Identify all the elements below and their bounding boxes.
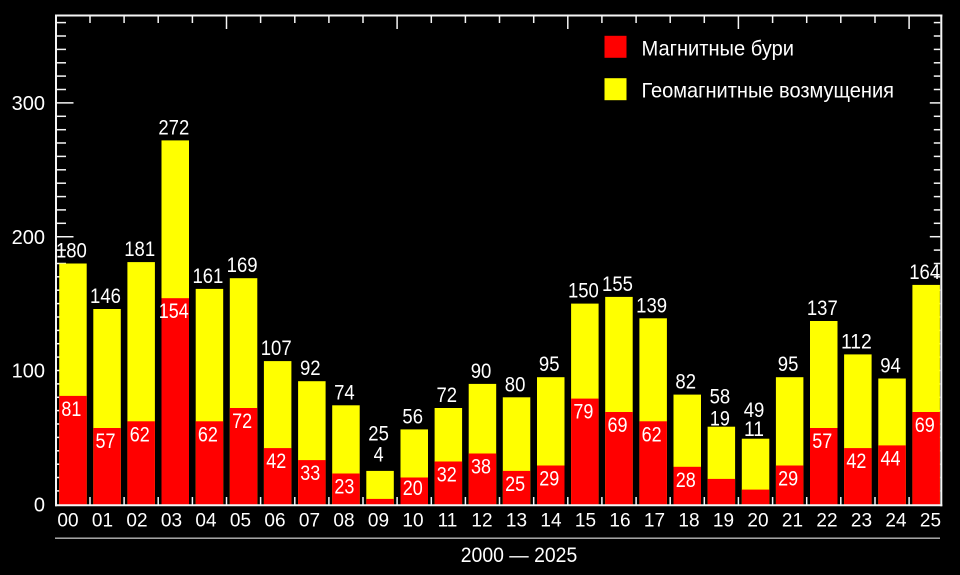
svg-text:09: 09: [368, 510, 389, 531]
svg-text:92: 92: [300, 357, 321, 380]
svg-text:17: 17: [644, 510, 665, 531]
svg-text:02: 02: [126, 510, 147, 531]
svg-text:13: 13: [506, 510, 527, 531]
svg-text:95: 95: [539, 353, 560, 376]
svg-text:150: 150: [568, 280, 599, 303]
svg-text:62: 62: [198, 423, 218, 446]
svg-text:74: 74: [334, 381, 355, 404]
svg-text:0: 0: [34, 495, 45, 517]
svg-text:23: 23: [851, 510, 872, 531]
svg-text:4: 4: [374, 444, 384, 467]
svg-text:04: 04: [195, 510, 217, 531]
svg-text:29: 29: [778, 468, 798, 491]
svg-text:200: 200: [12, 227, 45, 249]
svg-text:19: 19: [710, 408, 730, 431]
svg-text:18: 18: [678, 510, 699, 531]
svg-text:81: 81: [61, 398, 81, 421]
svg-text:21: 21: [782, 510, 803, 531]
svg-text:79: 79: [573, 401, 593, 424]
svg-text:80: 80: [505, 373, 526, 396]
svg-text:62: 62: [642, 423, 662, 446]
svg-text:Геомагнитные возмущения: Геомагнитные возмущения: [642, 80, 895, 103]
svg-text:24: 24: [885, 510, 907, 531]
svg-text:20: 20: [747, 510, 768, 531]
svg-text:20: 20: [403, 477, 423, 500]
svg-text:57: 57: [812, 430, 832, 453]
svg-text:42: 42: [846, 450, 866, 473]
svg-text:33: 33: [300, 462, 320, 485]
svg-text:03: 03: [161, 510, 182, 531]
svg-text:44: 44: [881, 447, 901, 470]
svg-text:69: 69: [915, 414, 935, 437]
svg-text:137: 137: [807, 297, 838, 320]
svg-text:181: 181: [124, 238, 155, 261]
svg-text:16: 16: [609, 510, 630, 531]
svg-text:07: 07: [299, 510, 320, 531]
svg-text:82: 82: [675, 371, 696, 394]
svg-text:42: 42: [266, 450, 286, 473]
svg-text:146: 146: [90, 285, 121, 308]
svg-text:05: 05: [230, 510, 251, 531]
svg-text:28: 28: [676, 469, 696, 492]
svg-text:90: 90: [471, 360, 492, 383]
svg-text:49: 49: [744, 399, 765, 422]
svg-text:32: 32: [437, 464, 457, 487]
svg-text:08: 08: [333, 510, 354, 531]
svg-text:72: 72: [232, 410, 252, 433]
svg-text:15: 15: [575, 510, 596, 531]
svg-text:161: 161: [192, 265, 223, 288]
svg-text:94: 94: [880, 355, 901, 378]
svg-text:164: 164: [909, 261, 940, 284]
svg-text:154: 154: [159, 300, 189, 323]
svg-text:107: 107: [261, 337, 292, 360]
svg-text:14: 14: [540, 510, 562, 531]
svg-text:139: 139: [636, 294, 667, 317]
svg-text:112: 112: [841, 330, 872, 353]
svg-text:69: 69: [608, 414, 628, 437]
svg-text:11: 11: [744, 418, 764, 441]
svg-text:25: 25: [920, 510, 941, 531]
svg-text:155: 155: [602, 273, 633, 296]
svg-text:272: 272: [158, 116, 189, 139]
svg-text:22: 22: [816, 510, 837, 531]
svg-text:300: 300: [12, 93, 45, 115]
svg-text:23: 23: [334, 476, 354, 499]
svg-text:2000 — 2025: 2000 — 2025: [461, 544, 578, 567]
svg-text:12: 12: [471, 510, 492, 531]
svg-text:25: 25: [505, 473, 525, 496]
svg-text:169: 169: [227, 254, 258, 277]
svg-text:100: 100: [12, 361, 45, 383]
svg-text:57: 57: [96, 430, 116, 453]
svg-text:01: 01: [92, 510, 113, 531]
svg-text:180: 180: [56, 240, 87, 263]
svg-text:25: 25: [368, 423, 389, 446]
svg-text:29: 29: [539, 468, 559, 491]
svg-text:11: 11: [438, 510, 458, 531]
svg-text:58: 58: [710, 386, 731, 409]
svg-text:19: 19: [713, 510, 734, 531]
svg-text:56: 56: [402, 405, 423, 428]
svg-text:00: 00: [57, 510, 78, 531]
svg-text:06: 06: [264, 510, 285, 531]
svg-text:72: 72: [437, 384, 458, 407]
svg-text:10: 10: [402, 510, 423, 531]
svg-text:Магнитные бури: Магнитные бури: [642, 38, 795, 61]
svg-text:95: 95: [778, 353, 799, 376]
svg-text:62: 62: [130, 423, 150, 446]
svg-text:38: 38: [471, 456, 491, 479]
